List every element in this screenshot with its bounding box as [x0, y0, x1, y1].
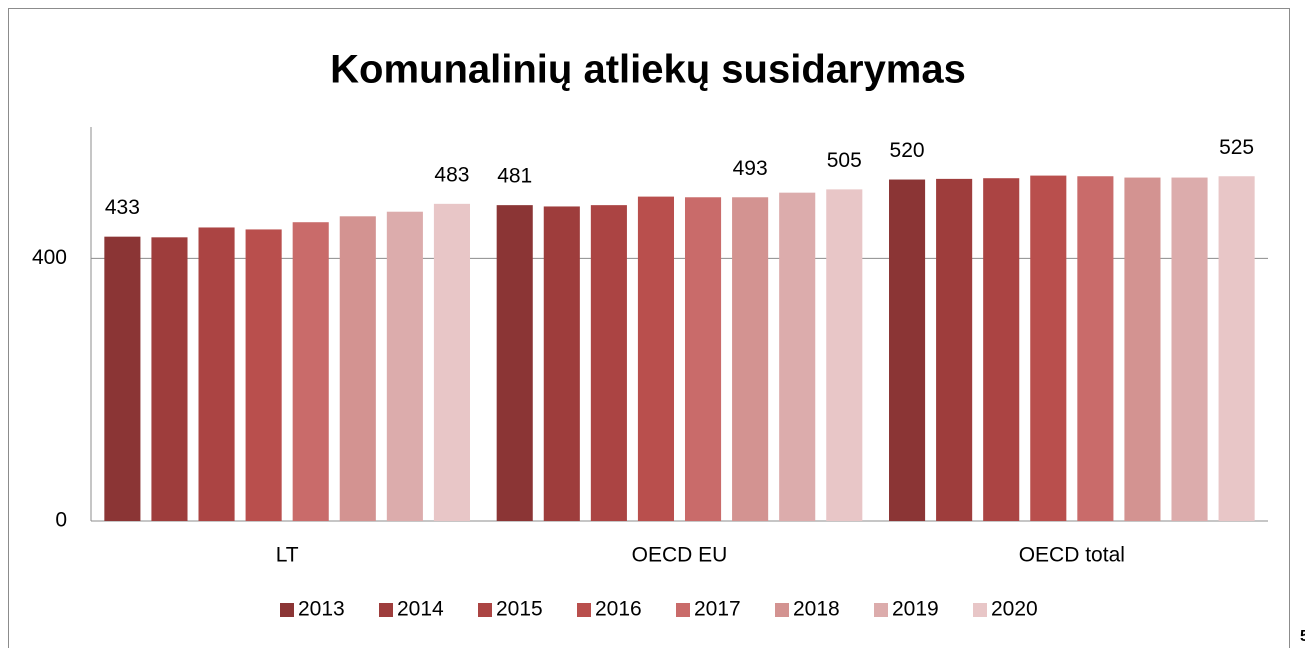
data-label: 481 — [497, 165, 532, 188]
x-tick-label: OECD total — [1019, 544, 1125, 567]
bar — [637, 196, 675, 521]
legend-swatch — [874, 603, 888, 617]
y-tick-label: 0 — [55, 509, 67, 532]
legend-swatch — [676, 603, 690, 617]
bar — [433, 203, 470, 521]
legend-label: 2014 — [397, 598, 444, 621]
page-number: 5 — [1300, 628, 1305, 645]
legend-label: 2017 — [694, 598, 741, 621]
legend-swatch — [577, 603, 591, 617]
bar — [339, 216, 376, 521]
bar — [1218, 176, 1255, 521]
bar — [889, 179, 926, 522]
x-tick-label: LT — [276, 544, 299, 567]
bar — [779, 192, 816, 521]
y-tick-label: 400 — [32, 246, 67, 269]
bar — [590, 205, 627, 522]
bar — [983, 178, 1020, 521]
bar — [104, 236, 141, 521]
bar — [1124, 177, 1161, 521]
x-tick-label: OECD EU — [632, 544, 728, 567]
bar — [151, 237, 188, 521]
legend-label: 2020 — [991, 598, 1038, 621]
bar — [1171, 177, 1208, 521]
bar — [826, 189, 863, 521]
bar — [732, 197, 769, 521]
data-label: 525 — [1219, 136, 1254, 159]
legend-swatch — [775, 603, 789, 617]
legend-label: 2013 — [298, 598, 345, 621]
data-label: 483 — [434, 163, 469, 186]
bar — [292, 222, 329, 521]
legend-swatch — [478, 603, 492, 617]
legend-label: 2018 — [793, 598, 840, 621]
legend-label: 2016 — [595, 598, 642, 621]
bar — [543, 206, 580, 521]
bar — [1030, 175, 1067, 522]
legend-label: 2015 — [496, 598, 543, 621]
bar — [684, 197, 722, 521]
legend-label: 2019 — [892, 598, 939, 621]
data-label: 433 — [105, 196, 140, 219]
bar — [496, 205, 533, 522]
legend-swatch — [280, 603, 294, 617]
bar — [936, 178, 973, 522]
legend-swatch — [973, 603, 987, 617]
data-label: 493 — [733, 157, 768, 180]
bar — [386, 211, 423, 521]
data-label: 505 — [827, 149, 862, 172]
bar — [245, 229, 282, 521]
legend-swatch — [379, 603, 393, 617]
bar — [1077, 176, 1114, 521]
bar — [198, 227, 235, 521]
data-label: 520 — [890, 139, 925, 162]
chart-title: Komunalinių atliekų susidarymas — [330, 48, 966, 92]
